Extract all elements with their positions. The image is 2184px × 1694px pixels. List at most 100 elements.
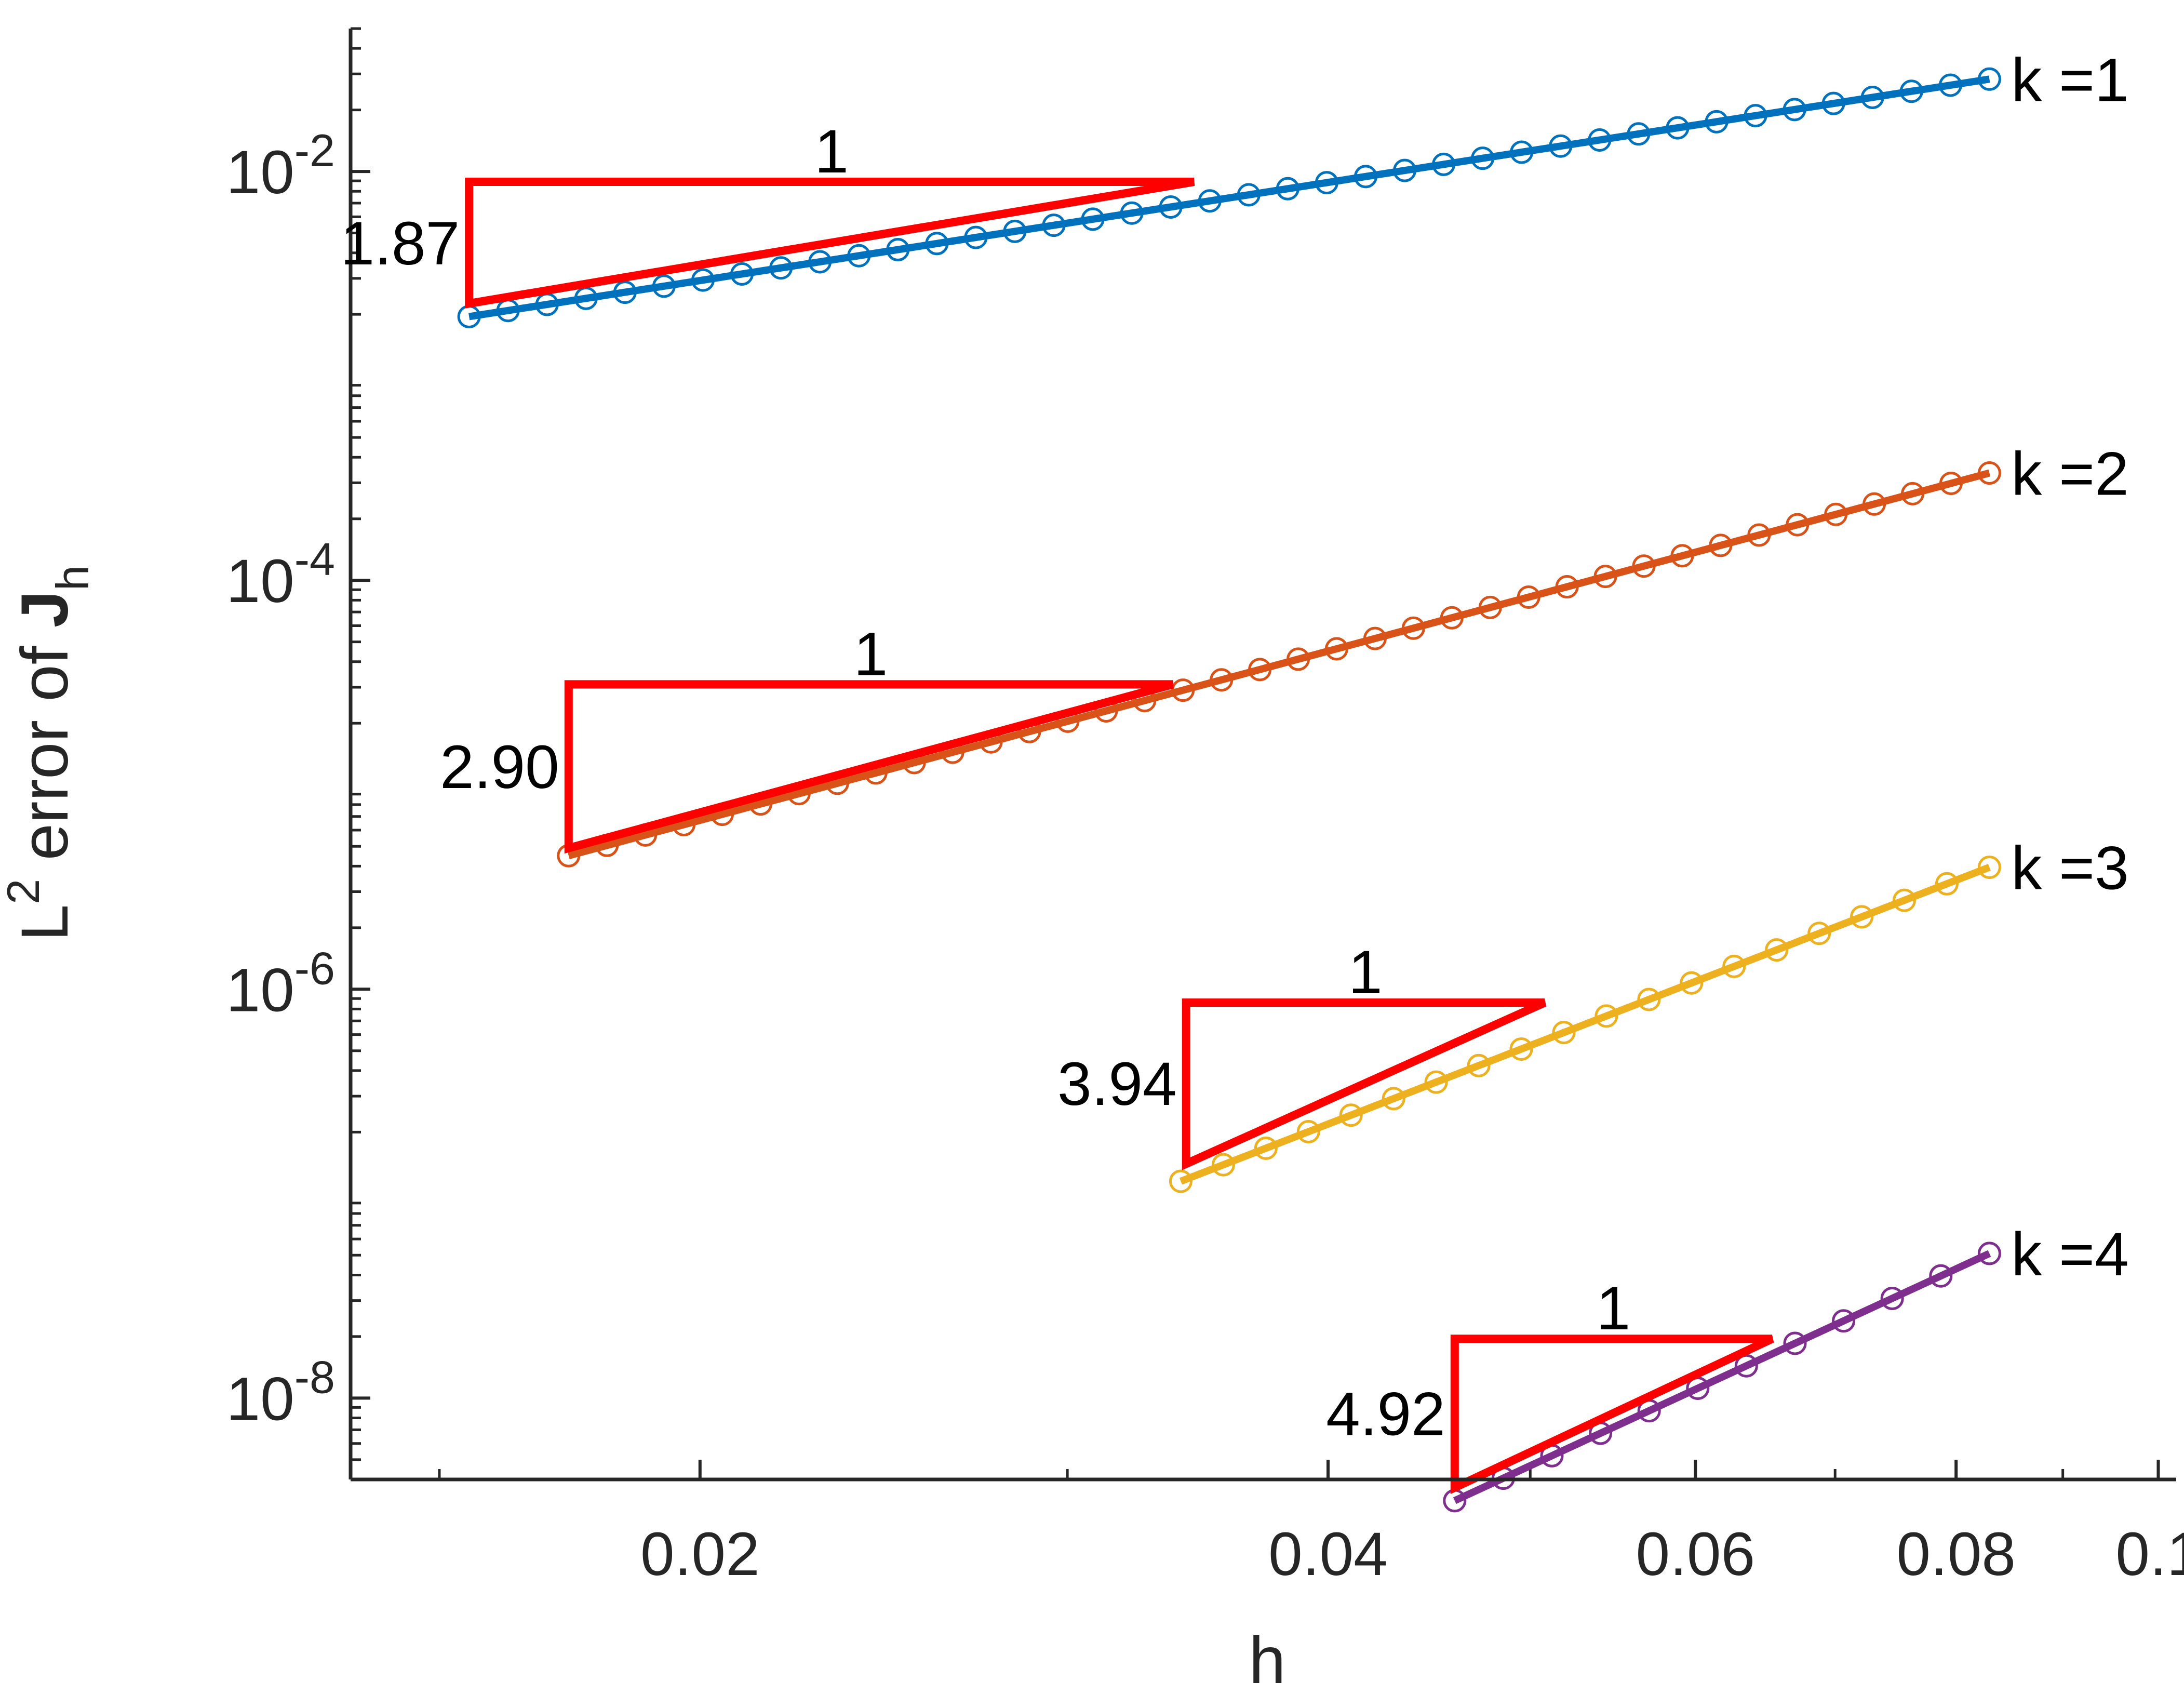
- series-line: [1453, 1250, 1991, 1504]
- series-marker: [1432, 152, 1456, 176]
- series-marker: [1363, 626, 1387, 650]
- series-marker: [1632, 554, 1656, 578]
- slope-triangle: [1450, 1335, 1774, 1495]
- y-tick-exponent: -8: [294, 1351, 335, 1403]
- series-marker: [1276, 177, 1299, 201]
- series-marker: [1783, 98, 1806, 122]
- series-marker: [1807, 922, 1831, 945]
- series-marker: [1339, 1103, 1363, 1127]
- curve-label: k =3: [2011, 834, 2128, 902]
- series-marker: [1555, 575, 1579, 599]
- slope-triangle: [564, 680, 1174, 854]
- slope-rate-label: 2.90: [440, 733, 559, 802]
- series-marker: [1510, 140, 1534, 164]
- series-marker: [1211, 1153, 1235, 1177]
- series-marker: [1901, 482, 1925, 505]
- series-k2: [557, 461, 2001, 868]
- slope-triangle: [1182, 998, 1547, 1170]
- series-marker: [1588, 128, 1612, 152]
- series-marker: [1552, 1021, 1576, 1045]
- slope-run-label: 1: [814, 117, 849, 186]
- y-axis-title: L2 error of Jh: [0, 565, 98, 941]
- series-marker: [1517, 585, 1540, 609]
- series-marker: [1824, 502, 1848, 526]
- series-marker: [1929, 1264, 1953, 1288]
- series-marker: [1120, 201, 1144, 225]
- series-marker: [1670, 544, 1694, 568]
- x-tick-label: 0.04: [1268, 1520, 1388, 1589]
- series-marker: [1324, 637, 1348, 661]
- y-tick-exponent: -4: [294, 533, 335, 585]
- series-marker: [886, 238, 910, 262]
- series-marker: [1722, 954, 1746, 978]
- y-tick-label: 10-6: [226, 942, 335, 1024]
- series-marker: [1783, 1331, 1807, 1355]
- x-axis-title: h: [1249, 1623, 1285, 1694]
- series-marker: [1850, 905, 1874, 929]
- series-marker: [1081, 207, 1105, 231]
- series-marker: [1382, 1087, 1405, 1111]
- y-tick-base: 10: [226, 956, 294, 1024]
- series-marker: [808, 250, 832, 274]
- series-marker: [1471, 146, 1495, 170]
- y-tick-exponent: -2: [294, 125, 335, 176]
- y-title-middle: error of: [8, 628, 82, 879]
- slope-run-label: 1: [1348, 938, 1383, 1007]
- series-marker: [1977, 1242, 2001, 1265]
- series-marker: [1237, 183, 1261, 207]
- y-title-superscript: 2: [0, 879, 49, 904]
- series-layer: [457, 67, 2001, 1513]
- slope-triangle-labels: 1 1.87 1 2.90 1 3.94 1 4.92: [340, 117, 1630, 1448]
- series-marker: [1248, 658, 1272, 682]
- series-line: [468, 75, 1990, 321]
- series-marker: [1977, 461, 2001, 485]
- series-marker: [1893, 888, 1917, 912]
- x-tick-label: 0.02: [640, 1520, 760, 1589]
- series-marker: [769, 256, 793, 280]
- y-title-symbol: J: [8, 591, 82, 628]
- series-marker: [1254, 1136, 1278, 1160]
- series-line: [567, 469, 1991, 859]
- series-k1: [457, 67, 2001, 328]
- series-marker: [1747, 523, 1771, 547]
- series-marker: [1210, 668, 1234, 692]
- y-tick-label: 10-4: [226, 533, 335, 616]
- slope-rate-label: 3.94: [1057, 1050, 1177, 1118]
- curve-label: k =1: [2011, 46, 2128, 114]
- series-marker: [1549, 134, 1573, 158]
- series-marker: [1666, 116, 1690, 140]
- series-marker: [1627, 122, 1651, 146]
- series-marker: [1467, 1053, 1491, 1077]
- series-marker: [1977, 855, 2001, 879]
- y-tick-label: 10-8: [226, 1351, 335, 1433]
- series-marker: [1159, 195, 1183, 219]
- series-marker: [1593, 565, 1617, 589]
- curve-labels: k =1 k =2 k =3 k =4: [2011, 46, 2128, 1289]
- series-marker: [691, 268, 715, 292]
- series-marker: [1637, 988, 1661, 1011]
- y-tick-labels: 10-210-410-610-8: [226, 125, 335, 1433]
- series-marker: [1424, 1070, 1448, 1094]
- series-marker: [1786, 513, 1810, 537]
- y-tick-base: 10: [226, 138, 294, 207]
- series-marker: [1832, 1309, 1856, 1333]
- series-marker: [730, 262, 754, 286]
- curve-label: k =2: [2011, 440, 2128, 509]
- y-title-prefix: L: [8, 904, 82, 941]
- series-marker: [1003, 219, 1027, 243]
- series-k4: [1443, 1242, 2001, 1513]
- series-marker: [1705, 110, 1729, 134]
- series-marker: [1296, 1120, 1320, 1144]
- y-title-subscript: h: [47, 565, 98, 591]
- series-marker: [1899, 79, 1923, 103]
- x-tick-label: 0.1: [2115, 1520, 2184, 1589]
- series-marker: [1354, 165, 1377, 189]
- series-marker: [964, 225, 988, 249]
- y-tick-label: 10-2: [226, 125, 335, 207]
- series-marker: [1938, 73, 1962, 97]
- slope-rate-label: 1.87: [340, 209, 460, 278]
- slope-run-label: 1: [854, 620, 888, 688]
- slope-rate-label: 4.92: [1326, 1380, 1445, 1448]
- series-marker: [1860, 85, 1884, 109]
